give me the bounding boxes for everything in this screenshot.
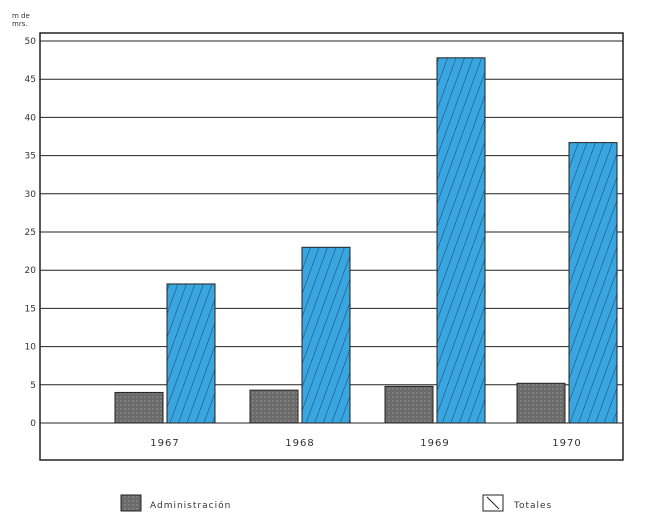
x-category-label: 1968: [285, 438, 314, 449]
y-tick-label: 0: [30, 419, 36, 429]
y-tick-label: 10: [25, 343, 37, 353]
y-tick-label: 5: [30, 381, 36, 391]
legend-label-administracion: Administración: [150, 500, 231, 511]
y-tick-label: 45: [25, 75, 36, 85]
bars: [114, 57, 618, 424]
bar-totales: [568, 142, 618, 424]
y-tick-label: 25: [25, 228, 36, 238]
y-tick-label: 30: [25, 190, 37, 200]
y-tick-label: 40: [25, 113, 37, 123]
y-tick-label: 15: [25, 304, 36, 314]
bar-administracion: [384, 385, 434, 424]
bar-totales: [436, 57, 486, 424]
legend-label-totales: Totales: [513, 501, 552, 511]
y-axis-ticks: 0 5 10 15 20 25 30 35 40 45 50: [25, 37, 37, 429]
y-tick-label: 50: [25, 37, 37, 47]
unit-label-line1: m de: [12, 12, 30, 20]
unit-label-line2: mrs.: [12, 20, 28, 28]
legend-swatch-administracion: [120, 494, 142, 512]
x-axis-labels: 1967 1968 1969 1970: [150, 438, 581, 449]
plot-frame: [39, 32, 624, 461]
bar-administracion: [516, 382, 566, 424]
bar-administracion: [249, 389, 299, 424]
x-category-label: 1969: [420, 438, 449, 449]
bar-totales: [166, 283, 216, 424]
y-tick-label: 20: [25, 266, 37, 276]
y-tick-label: 35: [25, 152, 36, 162]
legend-swatch-totales-hatch: [486, 496, 500, 510]
x-category-label: 1970: [552, 438, 581, 449]
legend: Administración Totales: [120, 494, 552, 512]
x-category-label: 1967: [150, 438, 179, 449]
bar-administracion: [114, 391, 164, 424]
bar-totales: [301, 246, 351, 424]
